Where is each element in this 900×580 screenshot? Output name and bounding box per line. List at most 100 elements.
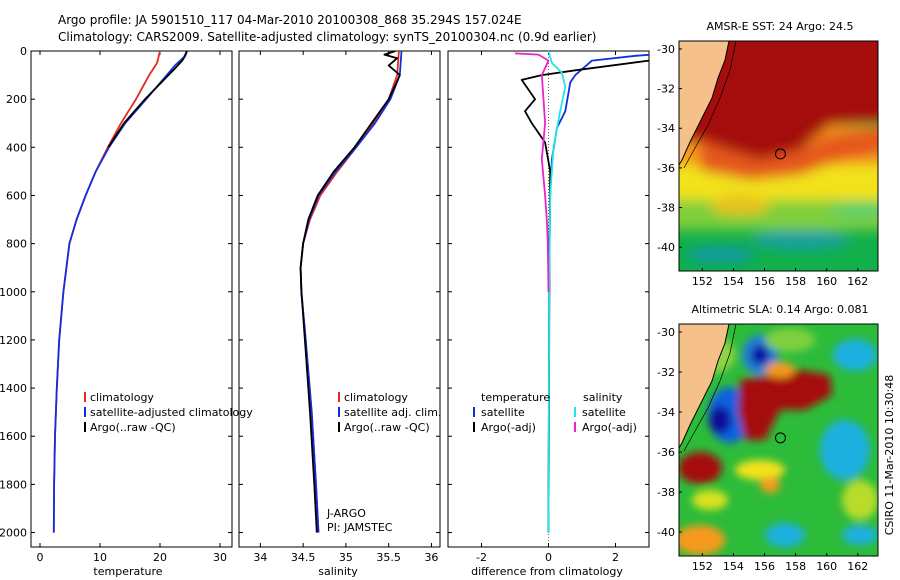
legend-swatch-satellite xyxy=(84,407,86,417)
map-x-tick-label: 162 xyxy=(847,275,868,288)
map-y-tick-label: -36 xyxy=(657,162,675,175)
map-x-tick-label: 160 xyxy=(816,275,837,288)
series-line-temperature-satellite xyxy=(547,53,649,533)
map-y-tick-label: -32 xyxy=(657,366,675,379)
sst-map-axes: 152 154 156 158 160 162 -30 -32 -34 -36 -38 -40 xyxy=(657,43,868,288)
map-y-tick-label: -40 xyxy=(657,241,675,254)
sst-map xyxy=(679,41,878,271)
legend-label-temp-satellite: satellite xyxy=(481,406,525,419)
legend-label-climatology: climatology xyxy=(90,391,154,404)
sla-land xyxy=(679,324,729,448)
sla-coastline xyxy=(679,324,730,449)
salinity-panel-frame xyxy=(238,50,441,548)
legend-swatch-argo xyxy=(338,422,340,432)
map-y-tick-label: -30 xyxy=(657,326,675,339)
legend-label-sal-satellite: satellite xyxy=(582,406,626,419)
map-y-tick-label: -36 xyxy=(657,446,675,459)
series-line-salinity-argo-adj xyxy=(514,52,550,292)
series-line-climatology xyxy=(52,51,161,533)
series-line-satellite-adj-clim xyxy=(299,51,403,533)
sla-map xyxy=(679,324,878,556)
y-tick-label: 2000 xyxy=(0,527,27,540)
float-location-marker xyxy=(774,432,786,444)
map-y-tick-label: -32 xyxy=(657,83,675,96)
temperature-xlabel: temperature xyxy=(93,565,162,578)
legend-swatch-temp-argo xyxy=(473,422,475,432)
float-pi-label: PI: JAMSTEC xyxy=(327,521,393,534)
map-y-tick-label: -30 xyxy=(657,43,675,56)
sst-map-frame xyxy=(678,40,879,272)
y-tick-label: 400 xyxy=(6,141,27,154)
sst-land xyxy=(679,41,729,165)
x-tick-label: 0 xyxy=(37,551,44,564)
y-tick-label: 800 xyxy=(6,238,27,251)
y-tick-label: 1600 xyxy=(0,430,27,443)
map-x-tick-label: 154 xyxy=(723,560,744,573)
sst-coastline xyxy=(679,41,730,166)
x-tick-label: 30 xyxy=(213,551,227,564)
map-y-tick-label: -38 xyxy=(657,486,675,499)
legend-swatch-sal-satellite xyxy=(574,407,576,417)
y-tick-label: 1400 xyxy=(0,382,27,395)
legend-label-sal-argo: Argo(-adj) xyxy=(582,421,637,434)
sst-field xyxy=(679,41,878,263)
x-tick-label: 36 xyxy=(424,551,438,564)
x-tick-label: 35 xyxy=(339,551,353,564)
credit-stamp: CSIRO 11-Mar-2010 10:30:48 xyxy=(883,375,896,536)
legend-label-argo: Argo(..raw -QC) xyxy=(90,421,176,434)
series-line-salinity-satellite xyxy=(547,51,567,533)
series-line-argo-raw-qc xyxy=(299,51,401,533)
temperature-panel-frame xyxy=(30,50,233,548)
map-x-tick-label: 162 xyxy=(847,560,868,573)
map-x-tick-label: 156 xyxy=(754,560,775,573)
temperature-legend: climatology satellite-adjusted climatolo… xyxy=(84,391,253,434)
map-y-tick-label: -38 xyxy=(657,202,675,215)
figure-title: Argo profile: JA 5901510_117 04-Mar-2010… xyxy=(58,13,522,27)
float-program-label: J-ARGO xyxy=(326,507,366,520)
x-tick-label: 20 xyxy=(153,551,167,564)
sla-map-frame xyxy=(678,323,879,557)
x-tick-label: 10 xyxy=(93,551,107,564)
sla-isobath xyxy=(683,324,737,452)
temperature-plot: 0 200 400 600 800 1000 1200 1400 1600 1800 2000 0 10… xyxy=(0,45,232,564)
salinity-xlabel: salinity xyxy=(318,565,358,578)
y-tick-label: 1000 xyxy=(0,286,27,299)
map-x-tick-label: 154 xyxy=(723,275,744,288)
map-x-tick-label: 158 xyxy=(785,275,806,288)
legend-label-satellite: satellite adj. clim. xyxy=(344,406,441,419)
legend-swatch-sal-argo xyxy=(574,422,576,432)
x-tick-label: -2 xyxy=(476,551,487,564)
legend-swatch-temp-satellite xyxy=(473,407,475,417)
float-location-marker xyxy=(774,148,786,160)
sla-map-axes: 152 154 156 158 160 162 -30 -32 -34 -36 -38 -40 xyxy=(657,326,868,573)
y-tick-label: 1800 xyxy=(0,478,27,491)
map-y-tick-label: -34 xyxy=(657,122,675,135)
map-x-tick-label: 156 xyxy=(754,275,775,288)
x-tick-label: 34 xyxy=(253,551,267,564)
sst-map-title: AMSR-E SST: 24 Argo: 24.5 xyxy=(706,20,853,33)
sla-map-title: Altimetric SLA: 0.14 Argo: 0.081 xyxy=(691,303,868,316)
x-tick-label: 2 xyxy=(612,551,619,564)
difference-legend: temperature salinity satellite Argo(-adj… xyxy=(473,391,637,434)
legend-swatch-climatology xyxy=(338,392,340,402)
legend-header-temperature: temperature xyxy=(481,391,550,404)
legend-swatch-satellite xyxy=(338,407,340,417)
series-line-argo-raw-qc xyxy=(107,51,188,148)
legend-swatch-climatology xyxy=(84,392,86,402)
salinity-plot: 34 34.5 35 35.5 36 xyxy=(239,50,440,564)
legend-label-temp-argo: Argo(-adj) xyxy=(481,421,536,434)
x-tick-label: 34.5 xyxy=(291,551,316,564)
y-tick-label: 1200 xyxy=(0,334,27,347)
y-tick-label: 0 xyxy=(20,45,27,58)
figure-subtitle: Climatology: CARS2009. Satellite-adjuste… xyxy=(58,30,596,44)
legend-swatch-argo xyxy=(84,422,86,432)
map-x-tick-label: 160 xyxy=(816,560,837,573)
legend-label-satellite: satellite-adjusted climatology xyxy=(90,406,253,419)
difference-xlabel: difference from climatology xyxy=(471,565,623,578)
difference-plot: -2 0 2 xyxy=(448,50,649,564)
legend-label-argo: Argo(..raw -QC) xyxy=(344,421,430,434)
map-x-tick-label: 158 xyxy=(785,560,806,573)
map-x-tick-label: 152 xyxy=(692,275,713,288)
y-tick-label: 600 xyxy=(6,189,27,202)
